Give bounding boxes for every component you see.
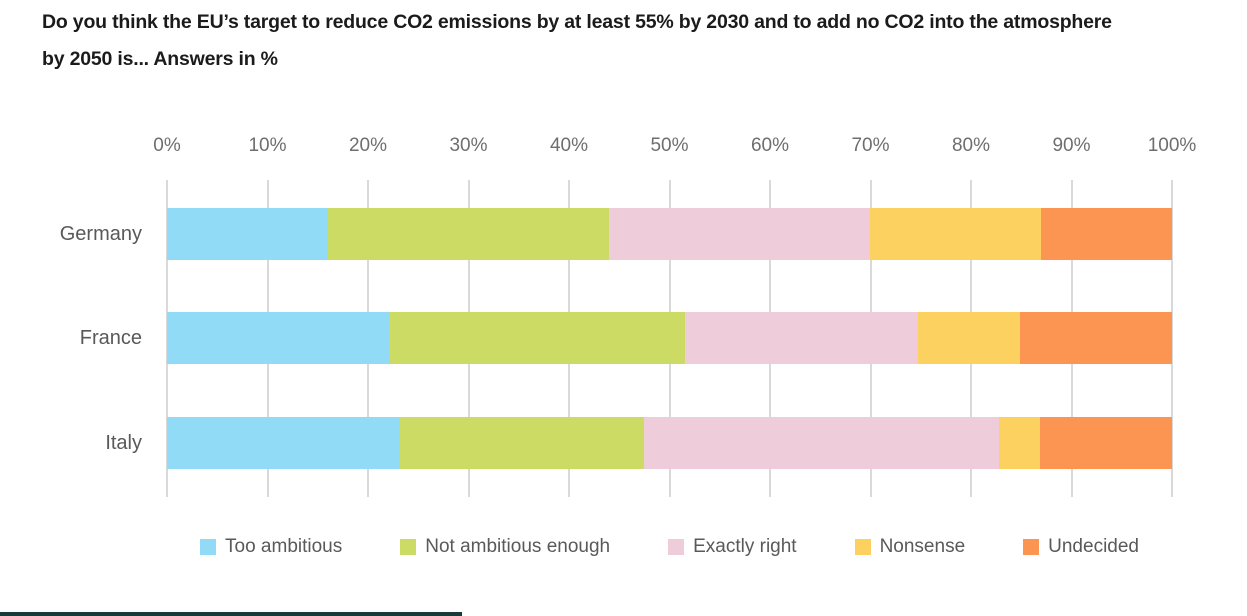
legend-label-not-ambitious-enough: Not ambitious enough <box>425 536 611 557</box>
bar-segment-germany-nonsense <box>870 208 1042 260</box>
legend-item-nonsense: Nonsense <box>854 536 966 558</box>
bar-segment-italy-nonsense <box>999 417 1040 469</box>
bar-segment-france-undecided <box>1019 312 1172 364</box>
legend-item-exactly-right: Exactly right <box>668 536 797 558</box>
bar-segment-germany-undecided <box>1041 208 1172 260</box>
x-axis-tick-label: 60% <box>750 135 790 156</box>
bar-segment-germany-not-ambitious-enough <box>327 208 610 260</box>
category-label-italy: Italy <box>105 432 142 454</box>
bar-segment-italy-too-ambitious <box>167 417 401 469</box>
plot-area <box>166 180 1173 497</box>
x-axis-tick-label: 90% <box>1052 135 1091 156</box>
x-axis-tick-label: 80% <box>951 135 991 156</box>
x-axis-tick-label: 0% <box>153 135 181 156</box>
bar-segment-germany-exactly-right <box>609 208 871 260</box>
legend-swatch-exactly-right <box>668 539 685 555</box>
legend-item-too-ambitious: Too ambitious <box>200 536 342 558</box>
x-axis: 0% 10% 20% 30% 40% 50% 60% 70% 80% 90% 100% <box>153 135 1196 161</box>
legend-label-too-ambitious: Too ambitious <box>225 536 343 557</box>
legend-item-not-ambitious-enough: Not ambitious enough <box>400 536 610 558</box>
bar-segment-france-nonsense <box>918 312 1020 364</box>
chart-title-line2: by 2050 is... Answers in % <box>42 48 278 70</box>
gridline-100 <box>1171 180 1173 497</box>
legend-swatch-too-ambitious <box>200 539 217 555</box>
bar-segment-italy-exactly-right <box>644 417 1000 469</box>
x-axis-tick-label: 100% <box>1147 135 1197 156</box>
bar-segment-france-too-ambitious <box>167 312 391 364</box>
x-axis-tick-label: 20% <box>348 135 388 156</box>
chart-title-line1: Do you think the EU’s target to reduce C… <box>42 11 1112 33</box>
bar-segment-italy-not-ambitious-enough <box>400 417 645 469</box>
legend-label-exactly-right: Exactly right <box>693 536 797 557</box>
legend-swatch-not-ambitious-enough <box>400 539 417 555</box>
x-axis-tick-label: 30% <box>449 135 488 156</box>
bar-row-france <box>167 312 1172 364</box>
bar-segment-france-exactly-right <box>684 312 919 364</box>
bar-row-germany <box>167 208 1172 260</box>
x-axis-tick-label: 50% <box>650 135 689 156</box>
legend: Too ambitious Not ambitious enough Exactly… <box>167 536 1172 558</box>
x-axis-tick-label: 40% <box>549 135 589 156</box>
category-label-france: France <box>79 327 142 349</box>
legend-swatch-undecided <box>1023 539 1040 555</box>
legend-label-undecided: Undecided <box>1048 536 1139 557</box>
legend-label-nonsense: Nonsense <box>879 536 966 557</box>
category-label-germany: Germany <box>59 223 142 245</box>
chart-title: Do you think the EU’s target to reduce C… <box>42 4 1112 78</box>
bar-segment-germany-too-ambitious <box>167 208 328 260</box>
footer-accent-line <box>0 612 462 616</box>
legend-swatch-nonsense <box>854 539 871 555</box>
bar-segment-italy-undecided <box>1040 417 1172 469</box>
legend-item-undecided: Undecided <box>1023 536 1139 558</box>
x-axis-tick-label: 10% <box>248 135 287 156</box>
bar-row-italy <box>167 417 1172 469</box>
bar-segment-france-not-ambitious-enough <box>390 312 685 364</box>
x-axis-tick-label: 70% <box>851 135 890 156</box>
